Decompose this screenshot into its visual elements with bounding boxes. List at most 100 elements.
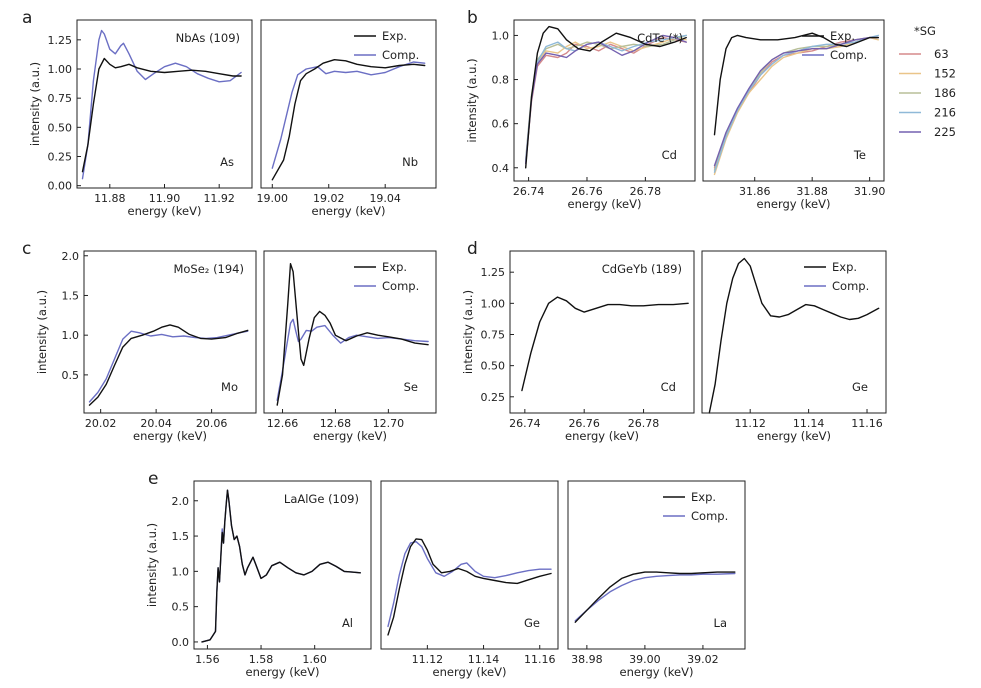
x-tick-label: 11.14 <box>793 417 825 430</box>
element-label: Al <box>342 616 353 630</box>
series-line-exp <box>713 32 879 136</box>
series-line-comp <box>387 541 552 628</box>
legend-label: Comp. <box>691 509 728 523</box>
y-tick-label: 0.25 <box>481 391 506 404</box>
material-label: NbAs (109) <box>176 31 240 45</box>
series-line-comp <box>574 572 736 622</box>
y-tick-label: 1.00 <box>481 297 506 310</box>
element-label: As <box>220 155 234 169</box>
material-label: MoSe₂ (194) <box>173 262 244 276</box>
legend-label: Comp. <box>382 48 419 62</box>
sg-legend: *SG 63 152 186 216 225 <box>899 24 956 139</box>
sg-legend-label: 225 <box>934 125 956 139</box>
y-tick-label: 2.0 <box>62 250 80 263</box>
series-line-152 <box>525 36 687 162</box>
x-tick-label: 11.16 <box>524 653 556 666</box>
panel-d-right: 11.12 11.14 11.16 energy (keV) Ge Exp. Comp. <box>701 250 887 443</box>
x-tick-label: 20.04 <box>140 417 172 430</box>
y-tick-label: 0.00 <box>48 180 73 193</box>
series-line-exp <box>88 324 249 406</box>
series-line-exp <box>81 57 242 173</box>
x-tick-label: 26.78 <box>628 417 660 430</box>
material-label: LaAlGe (109) <box>284 492 359 506</box>
series-line-exp <box>525 25 687 169</box>
x-axis-label: energy (keV) <box>133 429 207 443</box>
series-line-exp <box>276 263 429 406</box>
x-tick-label: 11.12 <box>412 653 444 666</box>
x-tick-label: 20.06 <box>196 417 228 430</box>
y-tick-label: 1.0 <box>172 565 190 578</box>
y-tick-label: 0.75 <box>481 328 506 341</box>
plot-frame <box>263 250 437 414</box>
element-label: Te <box>853 148 866 162</box>
series-line-exp <box>521 296 689 392</box>
x-tick-label: 11.14 <box>468 653 500 666</box>
y-tick-label: 1.5 <box>62 289 80 302</box>
series-line-exp <box>708 257 880 414</box>
series-line-63 <box>525 36 687 165</box>
x-tick-label: 39.02 <box>687 653 719 666</box>
x-tick-label: 11.90 <box>149 192 181 205</box>
y-tick-label: 0.50 <box>48 121 73 134</box>
legend-label: Exp. <box>691 490 716 504</box>
x-tick-label: 26.74 <box>509 417 541 430</box>
element-label: Cd <box>661 380 676 394</box>
y-tick-label: 0.5 <box>62 369 80 382</box>
legend-label: Exp. <box>832 260 857 274</box>
y-axis-label: intensity (a.u.) <box>145 523 159 607</box>
x-tick-label: 19.00 <box>257 192 289 205</box>
x-tick-label: 12.68 <box>320 417 352 430</box>
x-axis-label: energy (keV) <box>757 197 831 211</box>
x-tick-label: 12.70 <box>373 417 405 430</box>
legend-label: Exp. <box>830 29 855 43</box>
panel-b-left: 26.74 26.76 26.78 0.4 0.6 0.8 1.0 energy (keV) i… <box>465 19 696 211</box>
legend-label: Exp. <box>382 29 407 43</box>
y-tick-label: 1.0 <box>492 29 510 42</box>
y-tick-label: 1.0 <box>62 329 80 342</box>
series-line-exp <box>387 538 552 636</box>
y-tick-label: 0.75 <box>48 92 73 105</box>
sg-legend-title: *SG <box>914 24 936 38</box>
sg-legend-label: 186 <box>934 86 956 100</box>
element-label: Ge <box>524 616 540 630</box>
element-label: La <box>714 616 727 630</box>
plot-frame <box>83 250 257 414</box>
plot-frame <box>380 480 559 650</box>
legend-label: Comp. <box>382 279 419 293</box>
panel-letter: a <box>22 8 32 28</box>
x-tick-label: 11.88 <box>94 192 126 205</box>
y-tick-label: 0.0 <box>172 636 190 649</box>
element-label: Nb <box>402 155 418 169</box>
series-line-225 <box>525 34 687 165</box>
series-line-216 <box>713 34 879 173</box>
y-tick-label: 0.5 <box>172 601 190 614</box>
panel-letter: d <box>467 239 478 259</box>
element-label: Mo <box>221 380 238 394</box>
panel-e-middle: 11.12 11.14 11.16 energy (keV) Ge <box>380 480 559 679</box>
x-tick-label: 26.76 <box>568 417 600 430</box>
y-tick-label: 1.25 <box>481 266 506 279</box>
y-axis-label: intensity (a.u.) <box>28 62 42 146</box>
legend-label: Exp. <box>382 260 407 274</box>
plot-frame <box>513 19 696 182</box>
sg-legend-label: 216 <box>934 106 956 120</box>
panel-letter: b <box>467 8 478 28</box>
plot-frame <box>567 480 746 650</box>
x-axis-label: energy (keV) <box>568 197 642 211</box>
panel-b-right: 31.86 31.88 31.90 energy (keV) Te Exp. Comp. <box>702 19 886 211</box>
x-tick-label: 26.76 <box>571 185 603 198</box>
panel-d-left: 26.74 26.76 26.78 0.25 0.50 0.75 1.00 1.25 energ… <box>461 250 695 443</box>
x-axis-label: energy (keV) <box>312 204 386 218</box>
x-tick-label: 31.90 <box>854 185 886 198</box>
x-tick-label: 1.58 <box>249 653 274 666</box>
x-tick-label: 20.02 <box>85 417 117 430</box>
y-tick-label: 2.0 <box>172 495 190 508</box>
y-tick-label: 1.00 <box>48 63 73 76</box>
legend-label: Comp. <box>830 48 867 62</box>
x-tick-label: 39.00 <box>629 653 661 666</box>
series-line-comp <box>88 330 249 403</box>
x-axis-label: energy (keV) <box>246 665 320 679</box>
